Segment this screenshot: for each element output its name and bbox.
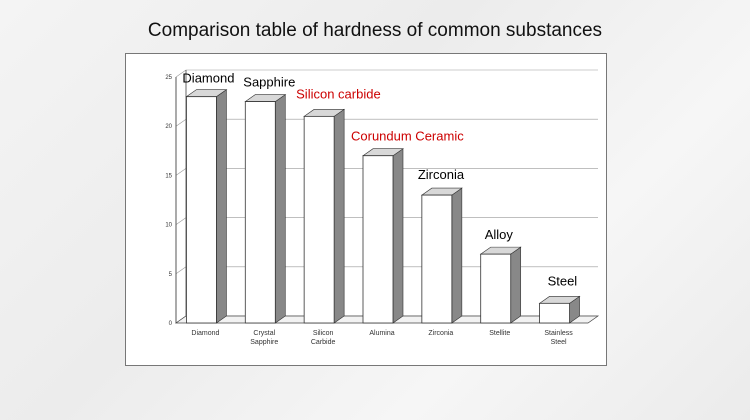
- chart-panel: 0 5 10 15 20 25 Diamond Diamond Crystal Sapphire S…: [125, 53, 607, 366]
- bar-annotation-label: Steel: [548, 273, 578, 288]
- page-title: Comparison table of hardness of common s…: [147, 20, 603, 41]
- bar: [421, 194, 453, 324]
- gridline-depth: [175, 217, 187, 225]
- x-tick-label: Carbide: [311, 339, 336, 346]
- bar-annotation-label: Silicon carbide: [296, 86, 381, 101]
- bar: [303, 115, 335, 324]
- bar-side: [451, 187, 463, 324]
- bar: [480, 253, 512, 324]
- gridline-depth: [175, 69, 187, 78]
- bar-side: [333, 108, 345, 324]
- bar-side: [274, 94, 286, 324]
- y-tick-label: 0: [169, 321, 173, 327]
- y-tick-label: 20: [165, 124, 172, 130]
- x-tick-label: Zirconia: [428, 330, 453, 337]
- hardness-bar-chart: 0510152025DiamondDiamondCrystalSapphireS…: [165, 69, 600, 346]
- x-tick-label: Sapphire: [250, 339, 278, 346]
- bar-annotation-label: Corundum Ceramic: [351, 129, 464, 144]
- bar-side: [510, 246, 522, 324]
- bar-side: [216, 89, 227, 324]
- gridline-depth: [175, 168, 187, 176]
- gridline-depth: [175, 118, 187, 127]
- bar-annotation-label: Alloy: [485, 227, 514, 242]
- bar: [186, 96, 217, 324]
- bar-annotation-label: Sapphire: [243, 75, 295, 90]
- x-tick-label: Alumina: [369, 330, 394, 337]
- bar: [539, 302, 570, 324]
- y-tick-label: 25: [165, 75, 172, 81]
- y-tick-label: 5: [169, 272, 173, 278]
- bar-side: [392, 148, 404, 324]
- x-tick-label: Diamond: [191, 330, 219, 337]
- bar: [244, 101, 276, 324]
- gridline-depth: [175, 266, 187, 275]
- x-tick-label: Silicon: [313, 330, 334, 337]
- x-tick-label: Stainless: [544, 330, 573, 337]
- y-tick-label: 15: [165, 173, 172, 179]
- bar: [362, 155, 394, 324]
- x-tick-label: Steel: [551, 339, 567, 346]
- x-tick-label: Stellite: [489, 330, 510, 337]
- y-tick-label: 10: [165, 223, 172, 229]
- bar-annotation-label: Diamond: [182, 71, 234, 86]
- x-tick-label: Crystal: [253, 330, 275, 337]
- bar-annotation-label: Zirconia: [418, 167, 465, 182]
